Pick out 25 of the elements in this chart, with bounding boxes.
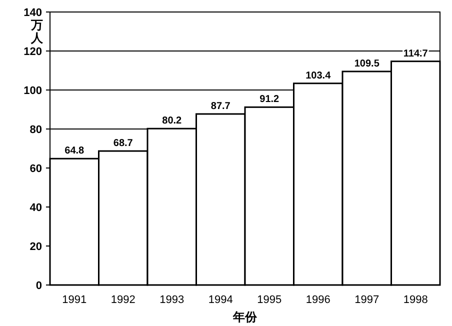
x-tick-label: 1995 xyxy=(257,294,282,306)
x-tick-label: 1994 xyxy=(208,294,233,306)
y-tick-label: 20 xyxy=(30,240,42,253)
x-tick-label: 1993 xyxy=(160,294,184,306)
x-axis-title: 年份 xyxy=(232,310,258,324)
y-axis-title: 万人 xyxy=(30,18,44,45)
y-tick-label: 80 xyxy=(30,124,42,136)
data-label: 103.4 xyxy=(306,70,332,82)
y-tick-label: 120 xyxy=(24,46,42,58)
x-tick-label: 1992 xyxy=(110,294,136,306)
data-label: 87.7 xyxy=(210,100,231,112)
data-label: 68.7 xyxy=(113,138,134,150)
x-tick-label: 1998 xyxy=(403,294,428,306)
x-tick-label: 1997 xyxy=(354,294,380,306)
x-tick-label: 1991 xyxy=(62,294,87,306)
data-label: 109.5 xyxy=(354,58,380,70)
y-tick-label: 100 xyxy=(24,84,42,97)
y-tick-label: 140 xyxy=(24,6,42,19)
data-label: 64.8 xyxy=(64,146,85,157)
y-tick-label: 40 xyxy=(30,202,42,214)
x-tick-label: 1996 xyxy=(306,294,330,306)
y-tick-label: 0 xyxy=(36,280,42,292)
data-label: 80.2 xyxy=(162,116,182,127)
data-label: 91.2 xyxy=(260,94,280,106)
y-tick-label: 60 xyxy=(30,162,42,175)
